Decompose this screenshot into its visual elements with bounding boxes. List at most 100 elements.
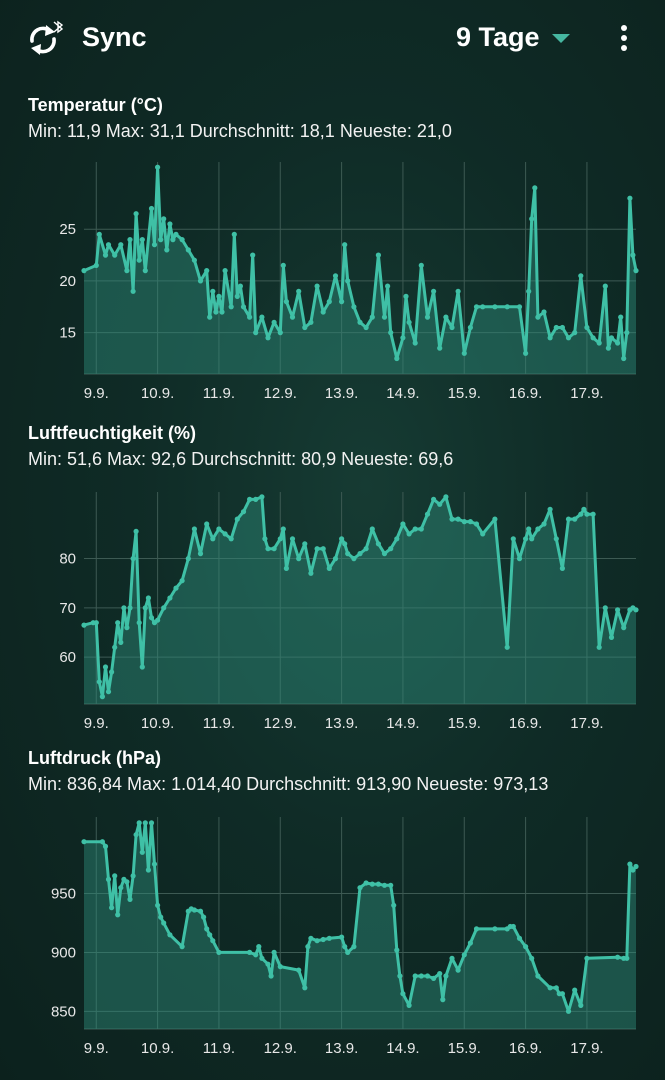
data-point — [151, 861, 158, 867]
time-range-dropdown[interactable]: 9 Tage — [456, 22, 570, 53]
data-point — [302, 324, 308, 331]
data-point — [259, 494, 265, 500]
y-tick-label: 60 — [59, 649, 76, 666]
x-tick-label: 17.9. — [570, 1040, 603, 1057]
data-point — [516, 935, 523, 941]
x-tick-label: 16.9. — [509, 1040, 542, 1057]
data-point — [388, 546, 394, 552]
data-point — [363, 546, 369, 552]
data-point — [296, 967, 302, 973]
x-tick-label: 12.9. — [264, 385, 297, 402]
data-point — [449, 324, 455, 331]
data-point — [523, 944, 529, 950]
data-point — [283, 565, 289, 571]
data-point — [406, 319, 412, 325]
data-point — [237, 283, 243, 289]
data-point — [578, 273, 584, 279]
data-point — [145, 867, 151, 873]
data-point — [455, 288, 461, 294]
data-point — [112, 873, 118, 879]
series-area — [84, 496, 636, 704]
data-point — [621, 355, 627, 362]
data-point — [302, 985, 308, 991]
x-tick-label: 11.9. — [203, 385, 235, 402]
x-tick-label: 14.9. — [386, 715, 419, 732]
data-point — [596, 340, 602, 346]
data-point — [164, 247, 170, 253]
data-point — [400, 521, 406, 527]
x-tick-label: 16.9. — [509, 715, 542, 732]
x-tick-label: 16.9. — [509, 385, 542, 402]
data-point — [510, 923, 516, 930]
data-point — [139, 237, 145, 243]
data-point — [492, 516, 498, 522]
caret-down-icon — [551, 34, 570, 43]
data-point — [197, 278, 204, 284]
data-point — [115, 912, 121, 918]
data-point — [179, 237, 185, 243]
data-point — [277, 964, 283, 970]
time-range-label: 9 Tage — [456, 22, 540, 52]
data-point — [541, 521, 547, 527]
data-point — [280, 526, 286, 532]
series-area — [84, 167, 636, 374]
data-point — [96, 231, 102, 237]
data-point — [247, 496, 253, 502]
data-point — [201, 914, 207, 920]
y-tick-label: 20 — [59, 273, 76, 290]
x-tick-label: 14.9. — [386, 1040, 419, 1057]
data-point — [406, 1002, 412, 1008]
data-point — [148, 615, 155, 621]
data-point — [259, 955, 265, 961]
data-point — [559, 565, 566, 571]
data-point — [627, 195, 633, 201]
data-point — [510, 536, 516, 542]
data-point — [412, 526, 418, 532]
data-point — [161, 920, 167, 926]
data-point — [394, 947, 400, 953]
data-point — [418, 973, 424, 979]
data-point — [253, 330, 259, 336]
data-point — [124, 625, 130, 631]
data-point — [173, 585, 179, 591]
x-tick-label: 9.9. — [84, 385, 109, 402]
data-point — [630, 867, 636, 873]
data-point — [253, 952, 259, 958]
data-point — [121, 605, 127, 611]
data-point — [234, 516, 240, 522]
data-point — [339, 934, 345, 940]
data-point — [148, 820, 155, 826]
data-point — [547, 985, 553, 991]
data-point — [381, 551, 388, 557]
data-point — [492, 304, 498, 310]
data-point — [112, 252, 118, 258]
data-point — [397, 973, 403, 979]
data-point — [369, 881, 375, 887]
data-point — [142, 268, 148, 274]
data-point — [216, 526, 222, 532]
data-point — [443, 314, 449, 320]
humidity-stats: Min: 51,6 Max: 92,6 Durchschnitt: 80,9 N… — [28, 449, 454, 469]
more-vert-icon[interactable] — [612, 22, 636, 58]
data-point — [185, 556, 191, 562]
data-point — [240, 304, 247, 310]
sync-bluetooth-icon[interactable] — [24, 20, 64, 60]
data-point — [151, 242, 158, 248]
data-point — [265, 546, 271, 552]
data-point — [277, 330, 283, 336]
app-bar: Sync 9 Tage — [0, 0, 665, 80]
data-point — [210, 938, 216, 944]
data-point — [161, 605, 167, 611]
x-tick-label: 11.9. — [203, 1040, 235, 1057]
data-point — [109, 669, 115, 675]
data-point — [277, 536, 283, 542]
data-point — [332, 273, 339, 279]
data-point — [81, 268, 87, 274]
pressure-stats: Min: 836,84 Max: 1.014,40 Durchschnitt: … — [28, 774, 549, 794]
data-point — [547, 335, 553, 341]
data-point — [332, 556, 339, 562]
data-point — [443, 494, 449, 500]
data-point — [102, 664, 109, 670]
data-point — [345, 551, 351, 557]
data-point — [624, 330, 630, 336]
